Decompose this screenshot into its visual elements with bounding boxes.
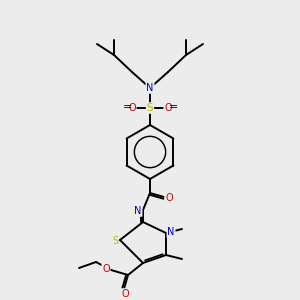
Text: =: = bbox=[168, 102, 178, 112]
Text: O: O bbox=[164, 103, 172, 113]
Text: O: O bbox=[102, 264, 110, 274]
Text: N: N bbox=[134, 206, 142, 216]
Text: =: = bbox=[122, 102, 132, 112]
Text: O: O bbox=[128, 103, 136, 113]
Text: S: S bbox=[147, 103, 153, 113]
Text: S: S bbox=[112, 236, 118, 246]
Text: O: O bbox=[165, 193, 173, 203]
Text: N: N bbox=[167, 227, 175, 237]
Text: N: N bbox=[146, 83, 154, 93]
Text: O: O bbox=[121, 289, 129, 299]
